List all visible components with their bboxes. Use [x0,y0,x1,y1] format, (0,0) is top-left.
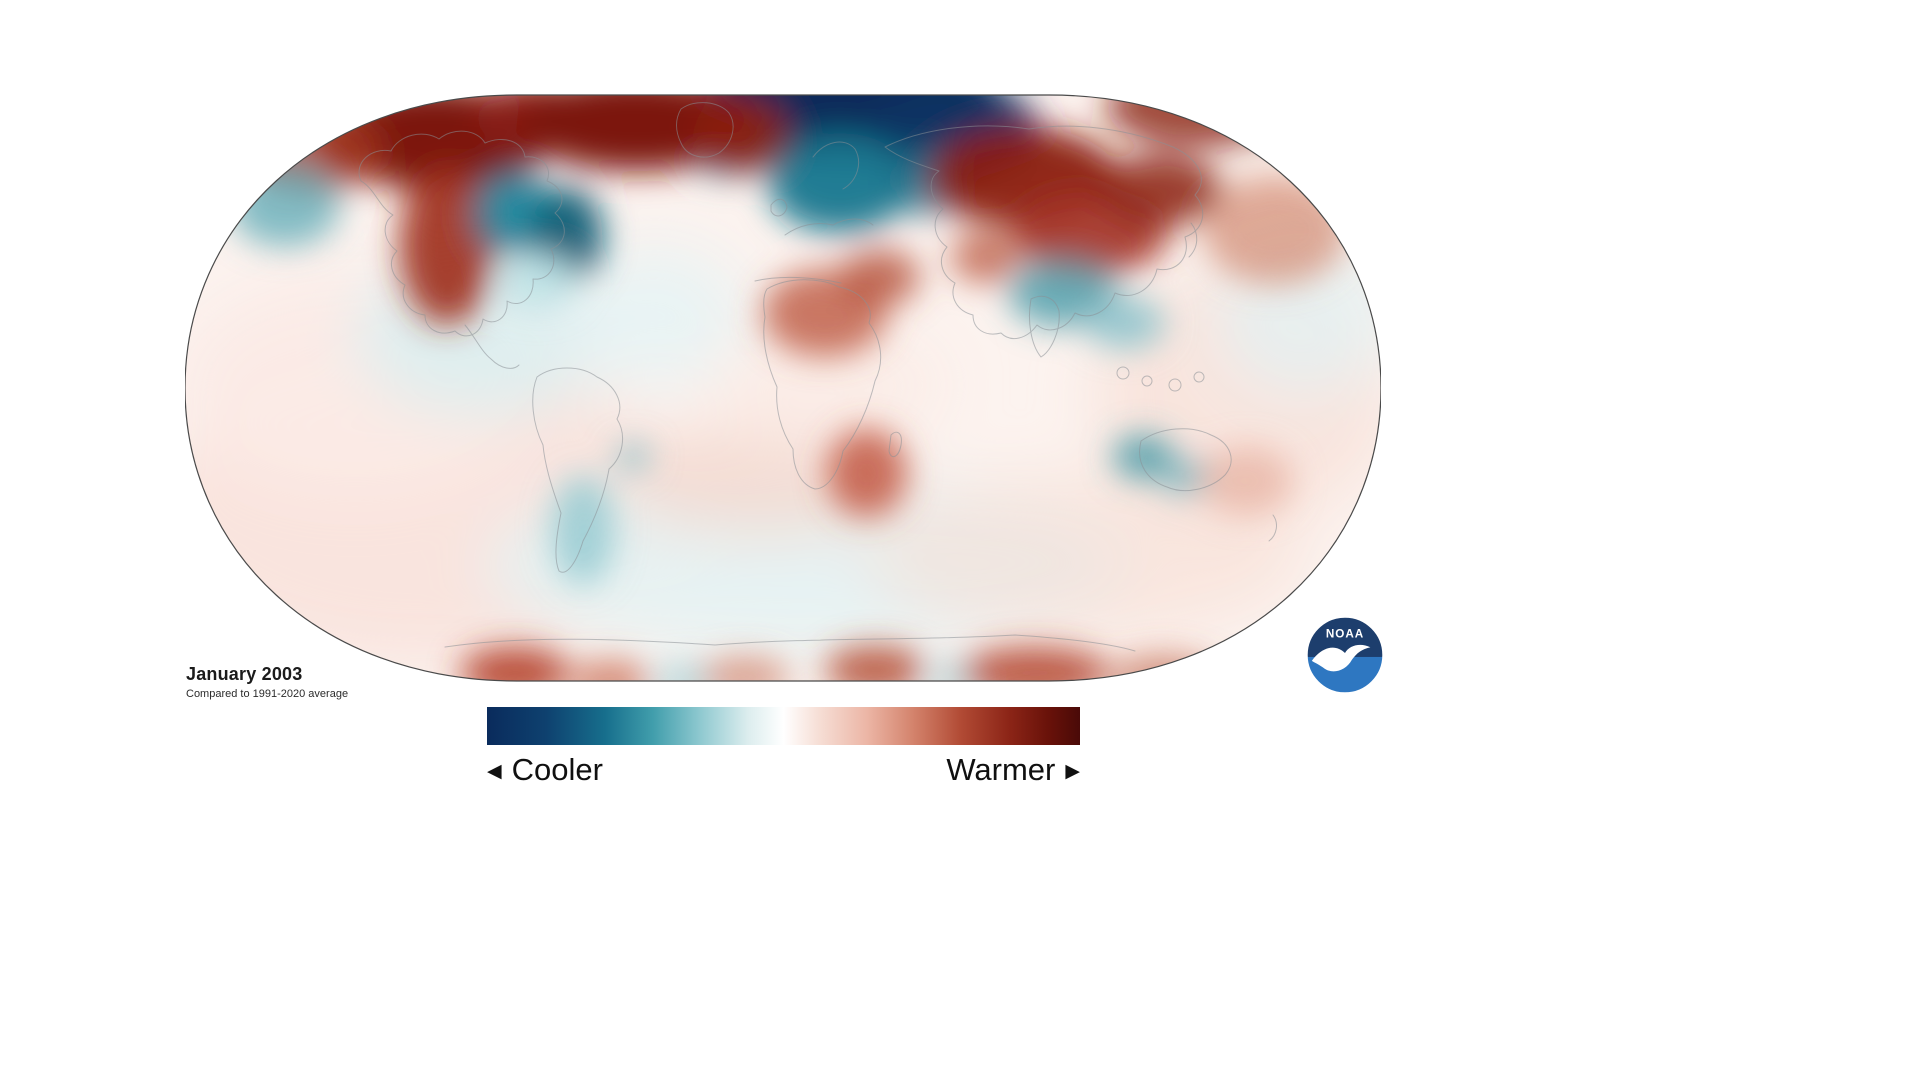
map-subtitle: Compared to 1991-2020 average [186,688,349,700]
title-block: January 2003 Compared to 1991-2020 avera… [186,664,348,700]
left-arrow-icon: ◀ [487,760,502,782]
right-arrow-icon: ▶ [1065,760,1080,782]
world-anomaly-map [185,85,1381,691]
anomaly-layer [230,95,1347,681]
colorbar [487,707,1080,745]
noaa-logo: NOAA [1306,616,1384,694]
legend-cooler: ◀ Cooler [487,752,603,788]
map-svg [185,94,1381,682]
legend-row: ◀ Cooler Warmer ▶ [487,752,1080,788]
legend-warmer: Warmer ▶ [946,752,1080,788]
map-title: January 2003 [186,664,303,684]
warmer-label: Warmer [946,752,1056,787]
noaa-bird-icon [1311,644,1371,672]
coastlines-layer [358,102,1277,652]
noaa-logo-ring [1306,616,1384,694]
noaa-logo-svg: NOAA [1306,616,1384,694]
map-outline [185,94,1381,682]
cooler-label: Cooler [511,752,603,787]
noaa-logo-text: NOAA [1326,627,1364,640]
